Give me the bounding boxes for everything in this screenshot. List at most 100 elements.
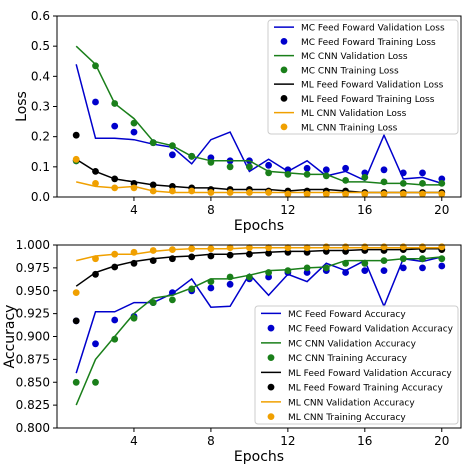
legend: MC Feed Foward Accuracy MC Feed Foward Va… — [254, 305, 459, 425]
data-point — [111, 175, 119, 183]
data-point — [226, 244, 234, 252]
legend-swatch-dot — [267, 383, 275, 391]
data-point — [149, 247, 157, 254]
data-point — [149, 139, 157, 147]
data-point — [188, 285, 196, 293]
chart-panel-1: 4 8 12 16 20 0.0 0.1 0.2 0.3 0.4 0.5 0.6 Epochs Loss M… — [14, 9, 462, 234]
data-point — [399, 190, 407, 198]
data-point — [265, 161, 272, 169]
legend-label: MC CNN Training Loss — [301, 66, 399, 76]
data-point — [111, 263, 119, 271]
data-point — [399, 255, 407, 263]
data-point — [322, 190, 330, 198]
legend-swatch-dot — [280, 66, 288, 74]
legend-label: ML Feed Foward Training Loss — [301, 95, 435, 105]
data-point — [130, 248, 138, 256]
series-group — [72, 45, 446, 198]
legend-box — [267, 19, 459, 135]
data-point — [130, 314, 138, 322]
data-point — [265, 169, 272, 177]
y-tick-label: 0.800 — [16, 421, 50, 435]
legend-swatch-dot — [280, 123, 288, 131]
legend: MC Feed Foward Validation Loss MC Feed Fo… — [267, 19, 459, 135]
data-point — [207, 278, 215, 285]
chart-panel-2: 4 8 12 16 20 0.800 0.825 0.850 0.875 0.900 0.925 0.… — [2, 238, 462, 465]
data-point — [226, 280, 234, 288]
data-point — [342, 164, 349, 172]
data-point — [380, 178, 388, 186]
y-tick-label: 0.875 — [16, 352, 50, 366]
data-point — [265, 269, 272, 276]
data-point — [207, 245, 215, 253]
data-point — [169, 296, 176, 304]
y-tick-label: 0.2 — [31, 130, 50, 144]
data-point — [419, 180, 426, 187]
data-point — [438, 180, 446, 187]
legend-label: MC Feed Foward Validation Loss — [301, 24, 445, 34]
data-point — [226, 189, 234, 196]
data-point — [130, 259, 138, 267]
x-tick-label: 4 — [130, 434, 138, 448]
x-axis-label: Epochs — [234, 218, 284, 234]
legend-label: ML CNN Validation Loss — [301, 109, 407, 119]
data-point — [284, 244, 292, 252]
x-axis-label: Epochs — [234, 449, 284, 465]
data-point — [361, 259, 369, 267]
x-tick-label: 8 — [207, 434, 215, 448]
legend-swatch-dot — [267, 413, 275, 421]
data-point — [92, 340, 99, 348]
data-point — [303, 244, 311, 252]
y-tick-label: 0.950 — [16, 284, 50, 298]
x-tick-label: 4 — [130, 203, 138, 217]
data-point — [419, 255, 426, 263]
legend-label: MC CNN Training Accuracy — [288, 354, 408, 364]
data-point — [399, 264, 407, 272]
data-point — [111, 316, 119, 324]
y-tick-label: 0.5 — [31, 39, 50, 53]
data-point — [149, 257, 157, 264]
data-point — [92, 255, 99, 263]
data-point — [303, 264, 311, 272]
data-point — [399, 180, 407, 187]
series-line-1 — [75, 256, 442, 374]
data-point — [149, 181, 157, 189]
data-point — [207, 189, 215, 196]
data-point — [169, 142, 176, 150]
series-group — [72, 243, 446, 406]
data-point — [92, 180, 99, 187]
data-point — [399, 169, 407, 177]
data-point — [419, 169, 426, 177]
data-point — [72, 378, 80, 386]
data-point — [111, 335, 119, 343]
data-point — [246, 273, 253, 281]
x-tick-label: 20 — [434, 434, 449, 448]
data-point — [438, 190, 446, 198]
data-point — [169, 187, 176, 195]
legend-swatch-dot — [280, 37, 288, 45]
data-point — [72, 131, 80, 139]
x-tick-label: 16 — [357, 203, 372, 217]
data-point — [342, 259, 349, 267]
data-point — [92, 378, 99, 386]
legend-swatch-dot — [280, 94, 288, 102]
data-point — [380, 267, 388, 274]
data-point — [322, 264, 330, 272]
data-point — [265, 249, 272, 257]
data-point — [111, 250, 119, 258]
y-tick-label: 1.000 — [16, 238, 50, 252]
x-tick-label: 8 — [207, 203, 215, 217]
data-point — [188, 253, 196, 261]
data-point — [111, 100, 119, 107]
data-point — [342, 177, 349, 184]
legend-swatch-dot — [267, 324, 275, 332]
legend-label: MC Feed Foward Training Loss — [301, 38, 436, 48]
data-point — [438, 262, 446, 270]
data-point — [226, 273, 234, 281]
data-point — [265, 244, 272, 252]
data-point — [111, 122, 119, 130]
data-point — [322, 172, 330, 180]
data-point — [284, 171, 292, 178]
y-tick-label: 0.4 — [31, 69, 50, 83]
data-point — [72, 155, 80, 163]
